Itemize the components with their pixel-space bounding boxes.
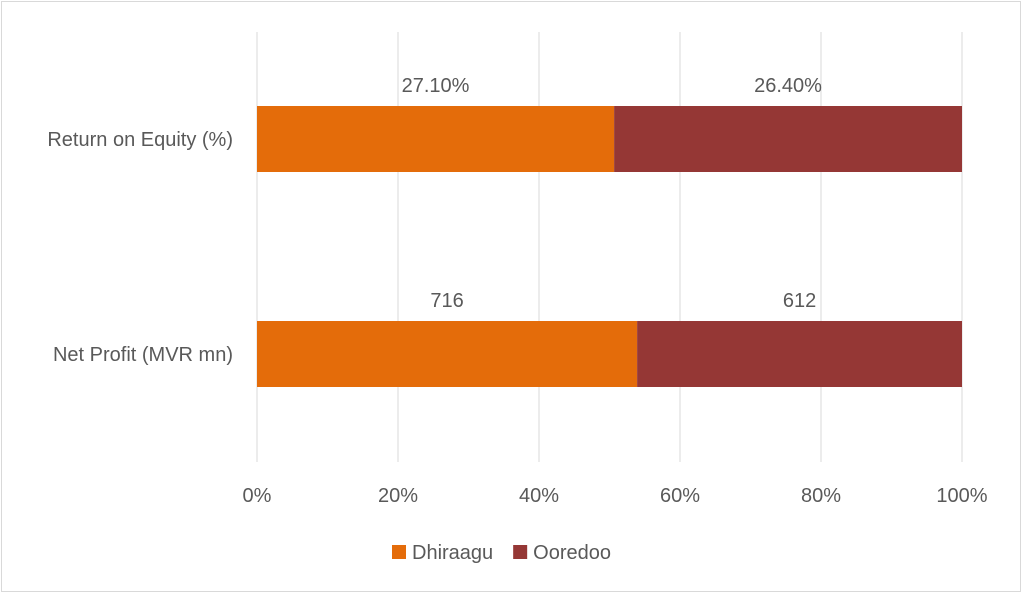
bar-dhiraagu [257,106,615,172]
x-tick-label: 40% [519,485,559,507]
x-tick-label: 80% [801,485,841,507]
data-labels-layer: 27.10% 26.40% 716 612 [402,75,823,312]
legend: Dhiraagu Ooredoo [392,542,611,564]
bar-dhiraagu [257,321,638,387]
category-labels-layer: Return on Equity (%) Net Profit (MVR mn) [47,129,233,366]
category-label: Return on Equity (%) [47,129,233,151]
data-label: 612 [783,290,816,312]
legend-swatch-dhiraagu [392,545,406,559]
data-label: 27.10% [402,75,470,97]
x-tick-label: 20% [378,485,418,507]
category-label: Net Profit (MVR mn) [53,344,233,366]
grid-layer [256,32,963,462]
bar-ooredoo [637,321,962,387]
data-label: 26.40% [754,75,822,97]
legend-label: Dhiraagu [412,542,493,564]
tick-labels-layer: 0% 20% 40% 60% 80% 100% [243,485,988,507]
bars-layer [257,106,962,387]
legend-swatch-ooredoo [513,545,528,559]
legend-label: Ooredoo [533,542,611,564]
bar-ooredoo [614,106,962,172]
x-tick-label: 0% [243,485,272,507]
x-tick-label: 100% [936,485,987,507]
data-label: 716 [430,290,463,312]
x-tick-label: 60% [660,485,700,507]
